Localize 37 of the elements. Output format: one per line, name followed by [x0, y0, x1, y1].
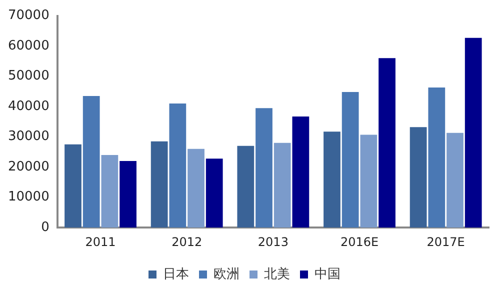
bar — [188, 148, 204, 228]
bar — [150, 141, 168, 228]
bar — [428, 88, 446, 228]
y-tick-label: 50000 — [8, 68, 50, 84]
y-tick-label: 10000 — [8, 190, 50, 205]
y-tick-label: 30000 — [8, 129, 50, 144]
bar — [64, 144, 82, 228]
y-tick-label: 60000 — [8, 38, 50, 54]
legend-label: 中国 — [314, 266, 340, 282]
y-tick-label: 70000 — [8, 8, 50, 24]
bar — [464, 38, 482, 228]
legend-label: 日本 — [163, 266, 189, 282]
y-tick-label: 20000 — [8, 159, 50, 174]
bar — [360, 134, 378, 228]
x-tick-label: 2013 — [258, 234, 288, 249]
bar — [206, 158, 223, 228]
y-tick-label: 0 — [41, 220, 50, 235]
legend-label: 北美 — [264, 266, 290, 282]
bar — [446, 132, 464, 228]
bar — [292, 116, 310, 228]
bar — [256, 108, 272, 228]
x-tick-label: 2016E — [340, 234, 379, 249]
bar — [378, 58, 396, 228]
bar — [120, 161, 136, 228]
legend-label: 欧洲 — [214, 266, 240, 282]
bar — [237, 146, 254, 228]
x-tick-label: 2012 — [172, 234, 202, 249]
bar — [82, 96, 100, 228]
bar — [274, 142, 291, 228]
bar — [324, 132, 340, 228]
bar — [342, 92, 359, 228]
y-tick-label: 40000 — [8, 98, 50, 114]
x-tick-label: 2011 — [85, 234, 116, 249]
bar — [101, 154, 118, 228]
bar — [410, 127, 427, 228]
x-tick-label: 2017E — [426, 234, 465, 249]
bar — [169, 104, 186, 228]
